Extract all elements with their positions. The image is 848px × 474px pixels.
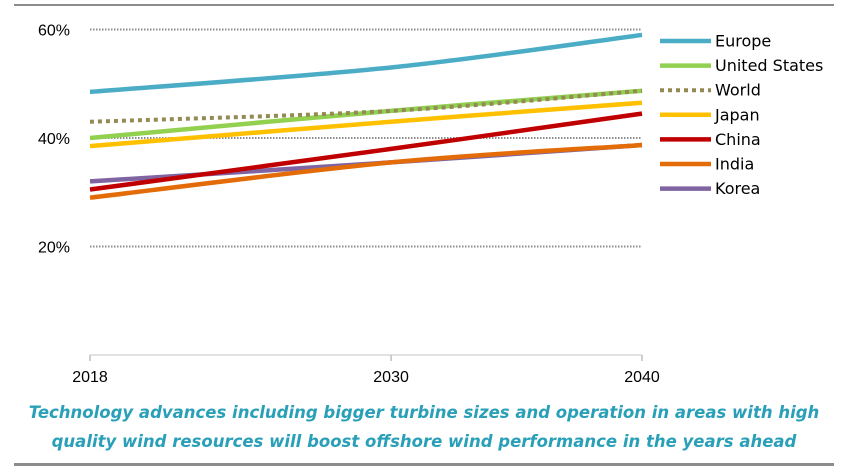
legend-label: World [715,81,761,100]
series-line-china [89,111,643,192]
legend-label: China [715,130,761,149]
series-lines [89,32,643,200]
caption-line-2: quality wind resources will boost offsho… [51,432,797,451]
line-chart: 20% 40% 60% 2018 2030 2040 Europe United State… [38,23,823,387]
y-tick-label: 20% [38,240,70,257]
y-tick-label: 60% [38,23,70,40]
legend: Europe United States World Japan China India K… [660,32,823,198]
x-tick-label: 2030 [373,369,409,386]
legend-label: United States [715,56,823,75]
x-tick-label: 2018 [72,369,108,386]
caption-line-1: Technology advances including bigger tur… [28,403,820,422]
legend-label: India [715,155,754,174]
axes: 20% 40% 60% 2018 2030 2040 [38,23,660,387]
series-line-united-states [89,88,643,141]
y-tick-label: 40% [38,131,70,148]
chart-caption: Technology advances including bigger tur… [20,398,828,456]
series-line-india [89,142,643,200]
gridlines [90,28,642,248]
legend-label: Japan [714,105,760,124]
top-border-rule [14,4,834,6]
series-line-japan [89,100,643,149]
bottom-border-rule [14,463,834,466]
series-line-world [89,88,643,124]
legend-label: Europe [715,32,771,51]
legend-label: Korea [715,179,760,198]
x-tick-label: 2040 [624,369,660,386]
series-line-europe [89,32,643,95]
